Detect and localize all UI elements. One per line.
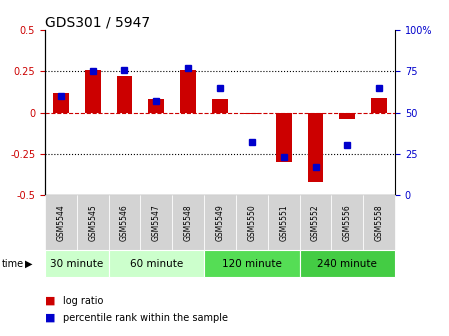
Text: ■: ■ bbox=[45, 296, 55, 306]
Bar bbox=[212, 99, 228, 113]
Text: GSM5547: GSM5547 bbox=[152, 204, 161, 241]
Bar bbox=[299, 195, 331, 250]
Text: percentile rank within the sample: percentile rank within the sample bbox=[63, 312, 228, 323]
Bar bbox=[204, 195, 236, 250]
Text: 30 minute: 30 minute bbox=[50, 259, 103, 269]
Text: GSM5548: GSM5548 bbox=[184, 204, 193, 241]
Bar bbox=[244, 113, 260, 114]
Bar bbox=[299, 250, 395, 277]
Bar bbox=[109, 250, 204, 277]
Bar bbox=[45, 195, 77, 250]
Text: GSM5550: GSM5550 bbox=[247, 204, 256, 241]
Text: GSM5545: GSM5545 bbox=[88, 204, 97, 241]
Text: 120 minute: 120 minute bbox=[222, 259, 282, 269]
Bar bbox=[117, 76, 132, 113]
Bar bbox=[141, 195, 172, 250]
Bar bbox=[53, 93, 69, 113]
Bar bbox=[45, 250, 109, 277]
Text: GSM5544: GSM5544 bbox=[56, 204, 65, 241]
Bar bbox=[268, 195, 299, 250]
Bar bbox=[85, 70, 101, 113]
Bar bbox=[363, 195, 395, 250]
Bar bbox=[172, 195, 204, 250]
Text: GSM5558: GSM5558 bbox=[375, 204, 384, 241]
Bar bbox=[77, 195, 109, 250]
Bar bbox=[204, 250, 299, 277]
Text: time: time bbox=[2, 259, 24, 269]
Text: GSM5552: GSM5552 bbox=[311, 204, 320, 241]
Text: GSM5556: GSM5556 bbox=[343, 204, 352, 241]
Text: 60 minute: 60 minute bbox=[130, 259, 183, 269]
Text: GDS301 / 5947: GDS301 / 5947 bbox=[45, 15, 150, 29]
Bar bbox=[371, 98, 387, 113]
Bar bbox=[109, 195, 141, 250]
Bar bbox=[339, 113, 355, 119]
Bar bbox=[180, 70, 196, 113]
Text: log ratio: log ratio bbox=[63, 296, 103, 306]
Text: ▶: ▶ bbox=[25, 259, 32, 269]
Text: GSM5549: GSM5549 bbox=[216, 204, 224, 241]
Text: GSM5551: GSM5551 bbox=[279, 204, 288, 241]
Bar bbox=[331, 195, 363, 250]
Bar bbox=[276, 113, 292, 162]
Text: GSM5546: GSM5546 bbox=[120, 204, 129, 241]
Text: ■: ■ bbox=[45, 312, 55, 323]
Bar bbox=[236, 195, 268, 250]
Bar bbox=[148, 99, 164, 113]
Bar bbox=[308, 113, 323, 182]
Text: 240 minute: 240 minute bbox=[317, 259, 377, 269]
